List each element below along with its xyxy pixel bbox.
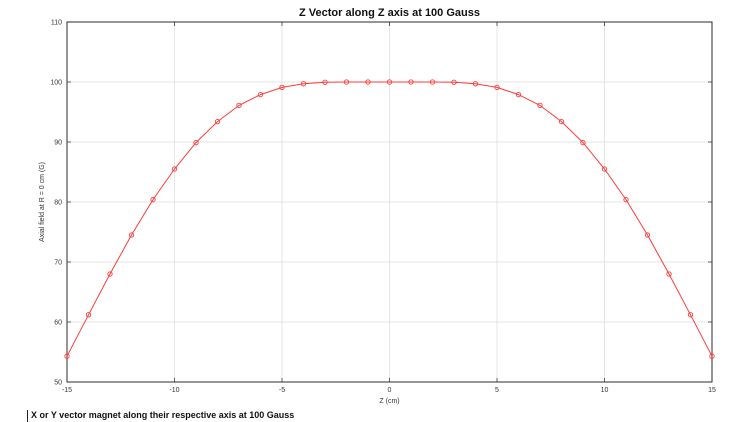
data-point (494, 84, 500, 91)
data-point (666, 271, 672, 277)
data-point (709, 353, 715, 359)
data-point (408, 79, 414, 85)
data-point (193, 139, 199, 146)
data-point (451, 79, 457, 85)
data-point (85, 312, 92, 318)
data-point (623, 196, 629, 203)
data-point (107, 271, 113, 277)
grid-lines (67, 22, 712, 382)
chart-title: Z Vector along Z axis at 100 Gauss (299, 7, 480, 19)
data-point (343, 79, 350, 85)
data-point (580, 139, 586, 146)
y-tick-label: 80 (54, 200, 62, 207)
data-point (515, 91, 522, 98)
data-point (214, 118, 221, 125)
data-point (300, 81, 307, 87)
figure-caption: X or Y vector magnet along their respect… (27, 410, 294, 422)
data-point (644, 232, 651, 238)
data-point (472, 81, 479, 87)
axes-box (66, 21, 713, 383)
series-layer (64, 79, 715, 359)
data-point (601, 166, 608, 172)
x-tick-label: -5 (279, 387, 285, 394)
x-tick-label: 15 (708, 387, 716, 394)
data-point (386, 79, 393, 85)
y-tick-label: 70 (54, 260, 62, 267)
data-point (322, 79, 328, 85)
data-point (429, 79, 436, 85)
x-tick-label: 10 (601, 387, 609, 394)
line-chart: -15 -10 -5 0 5 10 15 50 60 70 80 90 100 110 Z Vector … (39, 7, 716, 405)
x-tick-label: 5 (495, 387, 499, 394)
y-axis-label: Axial field at R = 0 cm (G) (39, 162, 46, 242)
data-point (171, 166, 178, 172)
data-point (558, 118, 565, 125)
data-point (64, 353, 70, 359)
data-point (128, 232, 135, 238)
x-tick-label: 0 (388, 387, 392, 394)
series-line (66, 81, 713, 357)
data-point (150, 196, 156, 203)
y-tick-label: 100 (50, 80, 62, 87)
data-point (537, 102, 543, 109)
data-point (279, 84, 285, 91)
data-point (236, 102, 242, 109)
x-tick-label: -10 (169, 387, 179, 394)
y-tick-label: 90 (54, 140, 62, 147)
x-tick-label: -15 (62, 387, 72, 394)
y-tick-label: 60 (54, 320, 62, 327)
y-tick-label: 50 (54, 380, 62, 387)
y-tick-label: 110 (51, 20, 62, 27)
data-point (687, 312, 694, 318)
data-point (365, 79, 371, 85)
x-axis-label: Z (cm) (379, 398, 399, 405)
data-point (257, 91, 264, 98)
axis-ticks: -15 -10 -5 0 5 10 15 50 60 70 80 90 100 110 (50, 20, 716, 395)
